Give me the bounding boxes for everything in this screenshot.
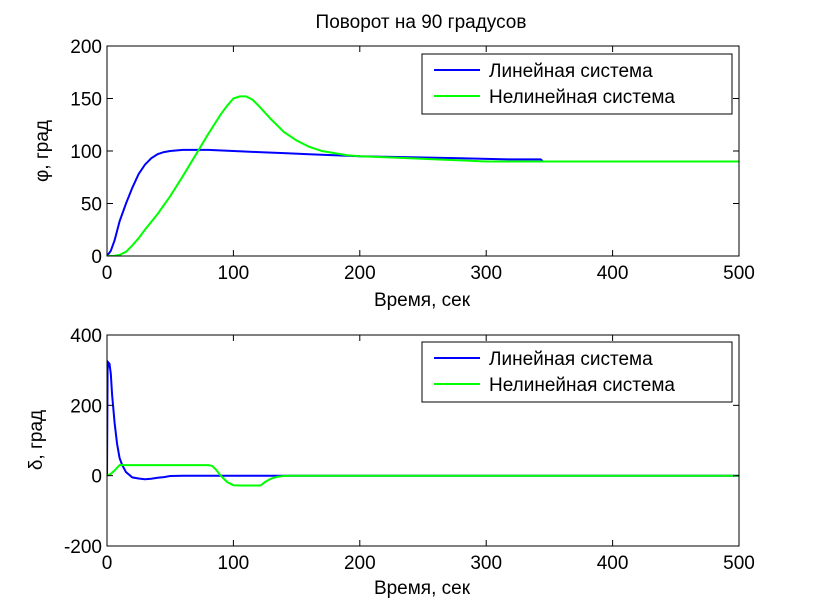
x-tick-label: 100 — [218, 263, 250, 284]
x-tick-label: 400 — [597, 553, 629, 574]
legend-box — [421, 341, 733, 403]
y-tick-label: -200 — [64, 537, 102, 558]
y-axis-label: φ, град — [32, 120, 53, 182]
figure-title: Поворот на 90 градусов — [316, 12, 527, 33]
x-tick-label: 300 — [470, 553, 502, 574]
y-axis-label: δ, град — [26, 410, 47, 470]
x-axis-label: Время, сек — [374, 578, 471, 599]
x-tick-label: 200 — [344, 553, 376, 574]
y-tick-label: 400 — [70, 326, 102, 347]
series-line-1 — [107, 359, 739, 481]
legend-label-2: Нелинейная система — [489, 87, 675, 108]
legend: Линейная система Нелинейная система — [421, 53, 733, 115]
y-tick-label: 150 — [70, 90, 102, 111]
legend-label-1: Линейная система — [489, 349, 653, 370]
series-line-2 — [107, 464, 739, 487]
x-tick-label: 0 — [102, 553, 113, 574]
y-tick-label: 0 — [91, 467, 102, 488]
y-tick-label: 100 — [70, 142, 102, 163]
series-line-1 — [107, 148, 739, 256]
top-plot-phi: Время, сек φ, град 0 100 200 300 400 500 0 50 10… — [32, 37, 755, 311]
x-tick-label: 100 — [218, 553, 250, 574]
legend-box — [421, 53, 733, 115]
series-line-2 — [107, 95, 739, 256]
x-axis-label: Время, сек — [374, 290, 471, 311]
y-tick-label: 200 — [70, 37, 102, 58]
axes-frame — [106, 334, 740, 547]
bottom-plot-delta: Время, сек δ, град 0 100 200 300 400 500-2000… — [26, 326, 755, 599]
x-tick-label: 200 — [344, 263, 376, 284]
legend: Линейная система Нелинейная система — [421, 341, 733, 403]
x-tick-label: 500 — [723, 263, 755, 284]
legend-label-1: Линейная система — [489, 61, 653, 82]
legend-label-2: Нелинейная система — [489, 375, 675, 396]
x-tick-label: 500 — [723, 553, 755, 574]
y-tick-label: 0 — [91, 247, 102, 268]
x-tick-label: 300 — [470, 263, 502, 284]
x-tick-label: 0 — [102, 263, 113, 284]
x-tick-label: 400 — [597, 263, 629, 284]
y-tick-label: 200 — [70, 396, 102, 417]
y-tick-label: 50 — [81, 195, 102, 216]
